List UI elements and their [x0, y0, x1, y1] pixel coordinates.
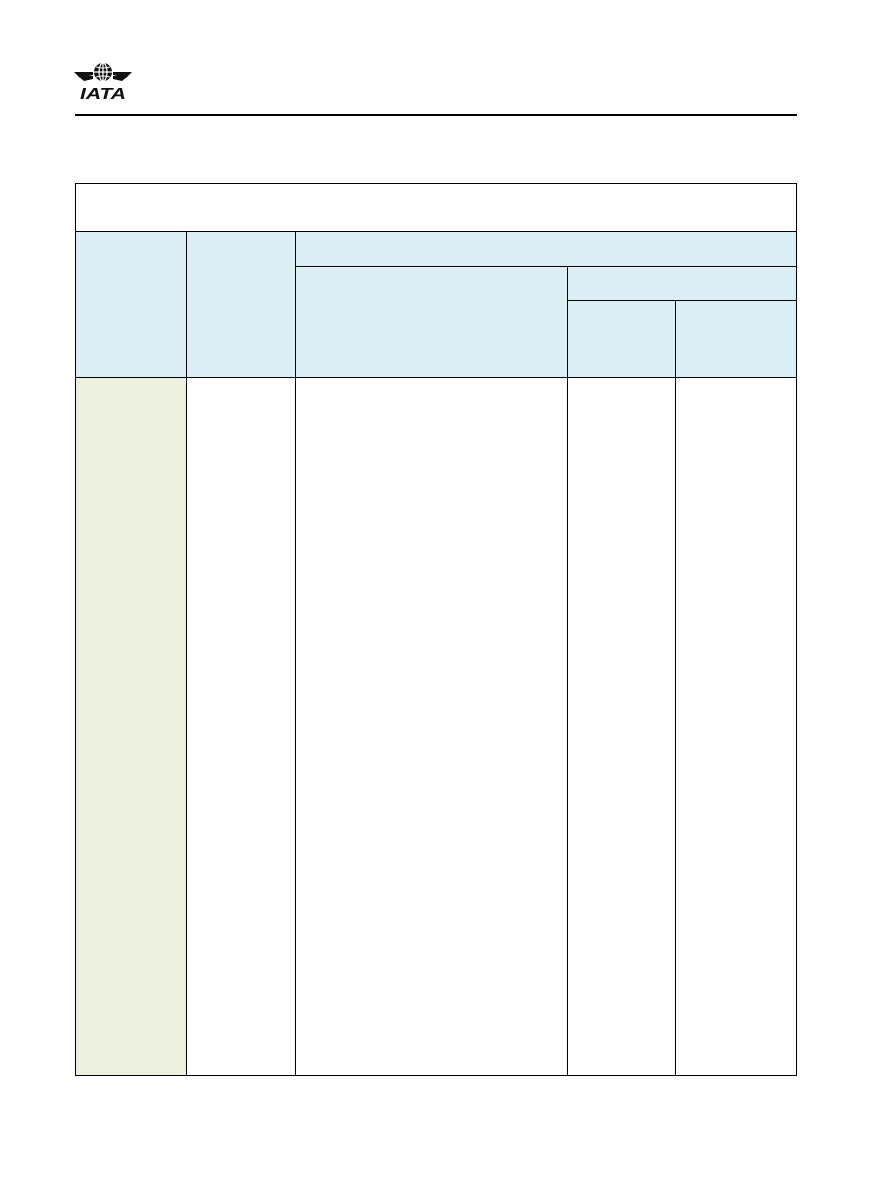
table-cell [187, 377, 296, 1075]
logo-text: IATA [80, 86, 126, 102]
header-group-subgroup-b [676, 300, 796, 377]
grid-line [296, 266, 796, 267]
grid-line [567, 266, 568, 1075]
header-col1 [76, 231, 187, 377]
header-group-subgroup [568, 266, 796, 300]
table-cell [296, 377, 568, 1075]
table-cell [676, 377, 796, 1075]
data-table [75, 183, 797, 1076]
grid-line [76, 377, 796, 378]
header-group-sub1 [296, 266, 568, 377]
header-rule [75, 114, 797, 116]
grid-line [76, 231, 796, 232]
grid-line [295, 231, 296, 1075]
iata-logo: IATA [72, 60, 134, 102]
grid-line [568, 300, 796, 301]
grid-line [186, 231, 187, 1075]
grid-line [675, 300, 676, 1075]
header-col2 [187, 231, 296, 377]
header-group [296, 231, 796, 266]
row-label-cell [76, 377, 187, 1075]
table-title [76, 184, 796, 231]
globe-icon [94, 63, 112, 81]
table-row [76, 377, 796, 1075]
table-cell [568, 377, 676, 1075]
header-group-subgroup-a [568, 300, 676, 377]
